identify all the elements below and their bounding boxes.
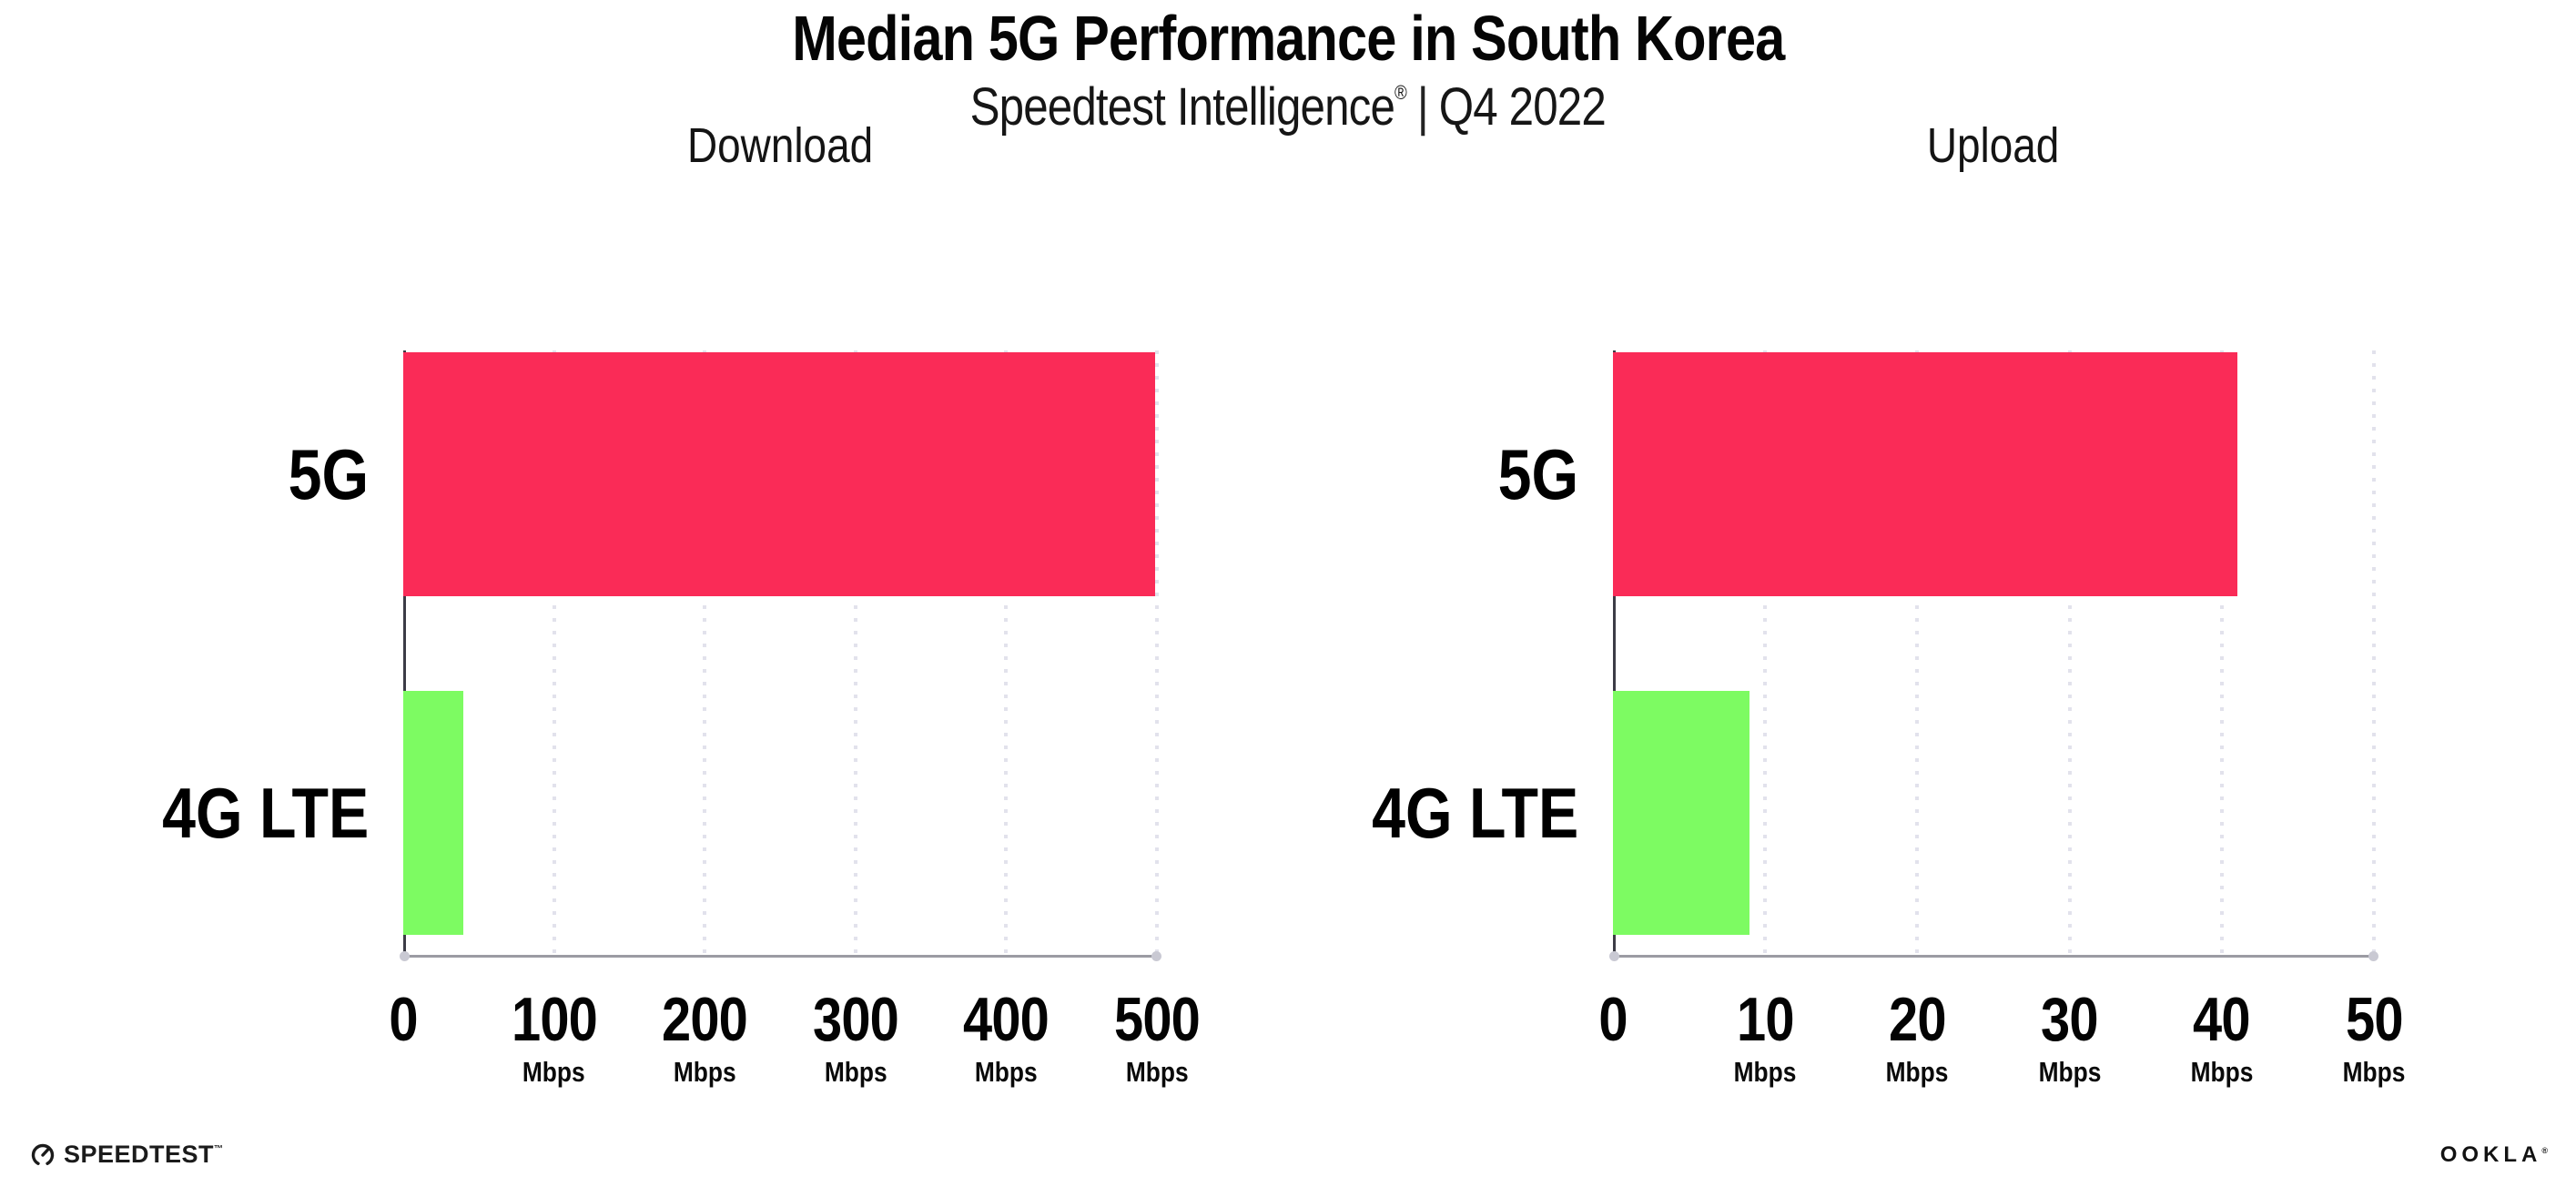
x-tick-value: 400 <box>963 985 1050 1054</box>
x-tick-value: 20 <box>1889 985 1946 1054</box>
x-axis-ticks: 0 100 Mbps 200 Mbps 300 Mbps 400 Mbps 500 Mbps <box>389 958 1200 1103</box>
axis-origin-dot <box>1609 951 1619 961</box>
x-axis-line <box>1613 955 2374 958</box>
page-title: Median 5G Performance in South Korea <box>0 5 2576 73</box>
registered-trademark-icon: ® <box>1394 80 1407 104</box>
x-tick: 0 <box>1597 989 1630 1050</box>
chart-title: Upload <box>1927 118 2060 173</box>
speedtest-wordmark: SPEEDTEST™ <box>64 1140 224 1168</box>
x-tick-value: 30 <box>2041 985 2098 1054</box>
gridline <box>552 350 556 958</box>
page-title-text: Median 5G Performance in South Korea <box>791 3 1785 74</box>
x-tick: 40 Mbps <box>2185 989 2258 1086</box>
x-tick-value: 300 <box>812 985 899 1054</box>
speedtest-label: SPEEDTEST <box>64 1140 215 1168</box>
chart-title: Download <box>686 118 874 173</box>
gridline <box>2219 350 2224 958</box>
x-tick-unit: Mbps <box>673 1056 736 1088</box>
gridline <box>703 350 707 958</box>
bar-4g-lte <box>403 691 464 935</box>
ookla-logo: OOKLA® <box>2440 1144 2548 1166</box>
x-tick: 0 <box>387 989 421 1050</box>
axis-end-dot <box>1151 951 1161 961</box>
gridline <box>1155 350 1159 958</box>
x-tick: 400 Mbps <box>956 989 1056 1086</box>
x-tick-unit: Mbps <box>2190 1056 2254 1088</box>
x-tick: 200 Mbps <box>654 989 755 1086</box>
chart-title-wrap: Upload <box>1613 118 2374 173</box>
ookla-trademark-icon: ® <box>2541 1146 2548 1155</box>
x-tick-unit: Mbps <box>2038 1056 2101 1088</box>
y-axis-line <box>1613 350 1616 958</box>
x-axis-line <box>403 955 1157 958</box>
page-header: Median 5G Performance in South Korea Spe… <box>0 5 2576 135</box>
x-tick-value: 40 <box>2193 985 2251 1054</box>
gridline <box>2067 350 2072 958</box>
x-tick: 500 Mbps <box>1107 989 1207 1086</box>
ookla-label: OOKLA <box>2439 1142 2542 1167</box>
bar-5g <box>403 352 1156 596</box>
axis-end-dot <box>2368 951 2378 961</box>
download-chart-panel: Download 0 100 Mbps 200 Mbps 300 Mbps 400 Mbps 50… <box>162 118 1201 1086</box>
gridline <box>2372 350 2376 958</box>
x-tick-value: 0 <box>1598 985 1628 1054</box>
x-tick: 30 Mbps <box>2033 989 2106 1086</box>
upload-chart-panel: Upload 0 10 Mbps 20 Mbps 30 Mbps 40 Mbps 50 Mbps 5… <box>1372 118 2406 1086</box>
x-tick-unit: Mbps <box>1885 1056 1949 1088</box>
gridline <box>1004 350 1009 958</box>
bar-4g-lte <box>1613 691 1750 935</box>
category-label: 4G LTE <box>161 773 369 853</box>
x-tick: 20 Mbps <box>1881 989 1954 1086</box>
x-tick-unit: Mbps <box>2342 1056 2406 1088</box>
plot-area: 0 100 Mbps 200 Mbps 300 Mbps 400 Mbps 500 Mbps 5G 4… <box>162 350 1201 1086</box>
x-tick-value: 50 <box>2345 985 2403 1054</box>
subtitle-separator: | <box>1417 76 1429 137</box>
category-label: 4G LTE <box>1371 773 1578 853</box>
x-tick: 50 Mbps <box>2338 989 2411 1086</box>
x-axis-ticks: 0 10 Mbps 20 Mbps 30 Mbps 40 Mbps 50 Mbps <box>1598 958 2405 1103</box>
category-label: 5G <box>288 434 369 514</box>
x-tick-unit: Mbps <box>974 1056 1038 1088</box>
x-tick: 300 Mbps <box>806 989 906 1086</box>
axis-origin-dot <box>400 951 410 961</box>
x-tick-value: 0 <box>389 985 418 1054</box>
x-tick-unit: Mbps <box>1125 1056 1189 1088</box>
x-tick-unit: Mbps <box>522 1056 585 1088</box>
x-tick-value: 100 <box>511 985 598 1054</box>
bar-5g <box>1613 352 2237 596</box>
speedtest-trademark-icon: ™ <box>214 1143 224 1154</box>
y-axis-line <box>403 350 406 958</box>
category-label: 5G <box>1497 434 1578 514</box>
x-tick-unit: Mbps <box>824 1056 887 1088</box>
page-subtitle-text: Speedtest Intelligence® | Q4 2022 <box>969 76 1607 137</box>
gridline <box>1763 350 1768 958</box>
page-subtitle: Speedtest Intelligence® | Q4 2022 <box>0 76 2576 137</box>
x-tick: 10 Mbps <box>1729 989 1802 1086</box>
subtitle-brand: Speedtest Intelligence <box>969 76 1395 137</box>
gridline <box>1915 350 1920 958</box>
x-tick-value: 200 <box>662 985 748 1054</box>
plot-area: 0 10 Mbps 20 Mbps 30 Mbps 40 Mbps 50 Mbps 5G 4G LTE <box>1372 350 2405 1086</box>
x-tick: 100 Mbps <box>503 989 603 1086</box>
x-tick-value: 10 <box>1736 985 1794 1054</box>
chart-title-wrap: Download <box>403 118 1157 173</box>
subtitle-period: Q4 2022 <box>1438 76 1607 137</box>
speedtest-gauge-icon <box>30 1141 56 1167</box>
x-tick-value: 500 <box>1114 985 1201 1054</box>
x-tick-unit: Mbps <box>1733 1056 1797 1088</box>
gridline <box>853 350 857 958</box>
speedtest-logo: SPEEDTEST™ <box>30 1141 223 1167</box>
